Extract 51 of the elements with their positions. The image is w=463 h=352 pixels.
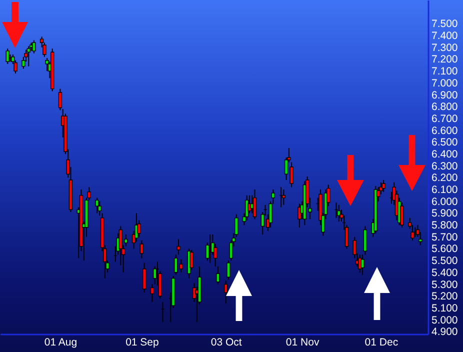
- y-tick-label: 5.900: [432, 208, 458, 220]
- candlestick: [226, 260, 230, 280]
- x-tick-label: 03 Oct: [210, 336, 242, 348]
- candlestick: [363, 226, 368, 256]
- candlestick: [140, 240, 144, 259]
- candlestick: [150, 284, 154, 303]
- y-tick-label: 7.000: [432, 77, 458, 90]
- y-tick-label: 5.100: [432, 302, 458, 314]
- y-tick-label: 5.500: [432, 255, 458, 268]
- y-tick-label: 5.300: [432, 278, 458, 291]
- y-tick-label: 6.600: [432, 124, 458, 137]
- candlestick: [216, 266, 220, 285]
- y-tick-label: 6.100: [432, 184, 458, 196]
- y-tick-label: 6.200: [432, 172, 458, 184]
- candlestick: [153, 266, 157, 285]
- y-tick-label: 7.300: [432, 42, 458, 54]
- y-tick-label: 7.200: [432, 54, 458, 66]
- x-tick-label: 01 Dec: [364, 336, 398, 348]
- candlestick: [176, 238, 180, 256]
- x-tick-label: 01 Nov: [286, 336, 320, 348]
- y-tick-label: 7.100: [432, 66, 458, 78]
- y-tick-label: 4.900: [432, 326, 458, 338]
- candlestick: [282, 189, 286, 206]
- candlestick: [174, 254, 178, 276]
- candlestick: [418, 232, 422, 246]
- y-tick-label: 5.600: [432, 243, 458, 256]
- y-tick-label: 6.300: [432, 160, 458, 172]
- y-tick-label: 5.200: [432, 290, 458, 303]
- x-tick-label: 01 Sep: [126, 336, 160, 348]
- candlestick: [98, 200, 102, 216]
- candlestick: [224, 280, 228, 304]
- y-tick-label: 6.000: [432, 196, 458, 208]
- y-tick-label: 6.800: [432, 101, 458, 114]
- y-tick-label: 7.400: [432, 30, 458, 42]
- y-tick-label: 5.700: [432, 231, 458, 244]
- candlestick: [382, 180, 386, 192]
- candlestick: [142, 262, 146, 294]
- candlestick: [58, 88, 62, 111]
- candlestick: [400, 202, 404, 228]
- y-tick-label: 5.800: [432, 220, 458, 232]
- y-tick-label: 5.400: [432, 266, 458, 279]
- y-tick-label: 6.500: [432, 136, 458, 149]
- candlestick: [95, 197, 99, 214]
- x-tick-label: 01 Aug: [44, 336, 78, 348]
- y-tick-label: 6.900: [432, 89, 458, 102]
- y-tick-label: 6.400: [432, 148, 458, 160]
- y-tick-label: 7.500: [432, 18, 458, 30]
- y-tick-label: 6.700: [432, 112, 458, 125]
- candlestick: [360, 254, 364, 276]
- y-tick-label: 5.000: [432, 314, 458, 326]
- candlestick: [187, 248, 191, 279]
